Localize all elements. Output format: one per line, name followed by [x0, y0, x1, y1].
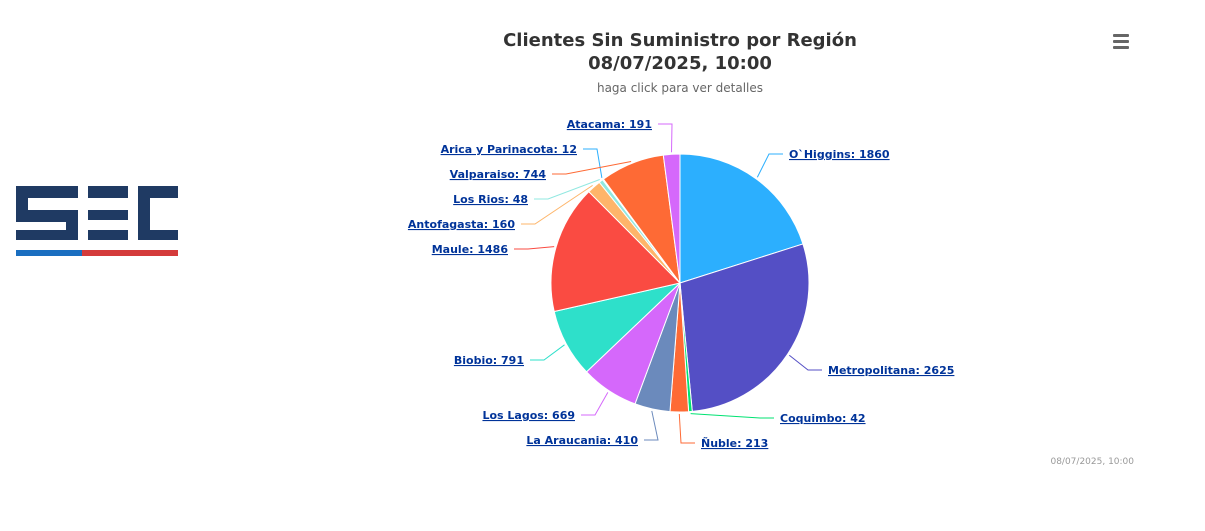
- data-label-nuble[interactable]: Ñuble: 213: [701, 437, 768, 450]
- connector-metropolitana: [788, 354, 822, 371]
- pie-slice-metropolitana[interactable]: [679, 243, 810, 412]
- connector-biobio: [530, 344, 565, 361]
- connector-arica-y-parinacota: [583, 148, 603, 178]
- pie-slice-atacama[interactable]: [662, 153, 681, 284]
- data-label-antofagasta[interactable]: Antofagasta: 160: [408, 218, 515, 231]
- pie-slice-o-higgins[interactable]: [679, 153, 804, 284]
- connector-valparaiso: [552, 160, 632, 175]
- chart-title-line2: 08/07/2025, 10:00: [588, 53, 772, 74]
- connector-la-araucania: [644, 410, 659, 441]
- data-label-arica-y-parinacota[interactable]: Arica y Parinacota: 12: [441, 143, 577, 156]
- chart-subtitle: haga click para ver detalles: [596, 81, 764, 95]
- data-label-los-lagos[interactable]: Los Lagos: 669: [482, 409, 575, 422]
- data-label-o-higgins[interactable]: O`Higgins: 1860: [789, 148, 890, 161]
- data-label-coquimbo[interactable]: Coquimbo: 42: [780, 412, 866, 425]
- data-label-biobio[interactable]: Biobio: 791: [454, 354, 524, 367]
- sec-logo: [16, 186, 178, 256]
- connector-nuble: [678, 413, 695, 444]
- data-label-valparaiso[interactable]: Valparaiso: 744: [450, 168, 547, 181]
- connector-o-higgins: [756, 153, 783, 178]
- data-label-maule[interactable]: Maule: 1486: [432, 243, 509, 256]
- connector-atacama: [658, 123, 673, 153]
- connector-los-rios: [534, 179, 600, 200]
- timestamp: 08/07/2025, 10:00: [1050, 457, 1134, 467]
- connector-maule: [514, 246, 555, 250]
- chart-title-line1: Clientes Sin Suministro por Región: [503, 30, 857, 51]
- connector-coquimbo: [690, 413, 774, 419]
- data-label-los-rios[interactable]: Los Rios: 48: [453, 193, 528, 206]
- connector-antofagasta: [521, 184, 593, 225]
- data-label-atacama[interactable]: Atacama: 191: [567, 118, 652, 131]
- chart-title: Clientes Sin Suministro por Región 08/07…: [430, 29, 930, 75]
- data-label-metropolitana[interactable]: Metropolitana: 2625: [828, 364, 954, 377]
- data-label-la-araucania[interactable]: La Araucania: 410: [526, 434, 638, 447]
- pie-slice-maule[interactable]: [550, 190, 681, 313]
- hamburger-menu-icon[interactable]: [1108, 30, 1134, 52]
- connector-los-lagos: [581, 392, 609, 416]
